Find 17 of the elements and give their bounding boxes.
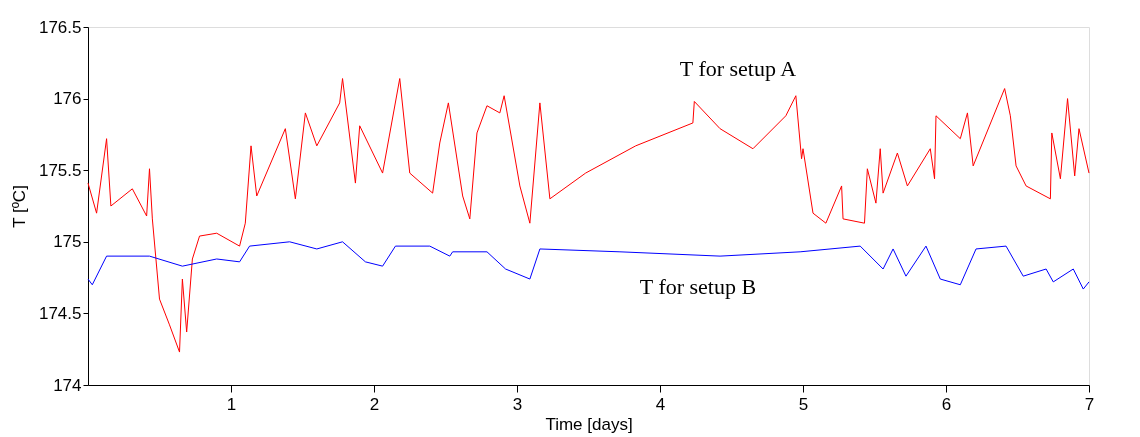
y-tick-label: 174.5 <box>38 303 82 323</box>
annotation: T for setup B <box>639 274 757 299</box>
x-tick-label: 2 <box>369 394 380 414</box>
annotation: T for setup A <box>679 56 797 81</box>
y-tick-label: 176.5 <box>38 17 82 37</box>
y-tick-label: 175.5 <box>38 160 82 180</box>
x-tick-label: 3 <box>512 394 523 414</box>
x-tick-label: 1 <box>226 394 237 414</box>
y-tick-label: 174 <box>53 375 82 395</box>
x-tick-label: 5 <box>798 394 809 414</box>
x-axis-title: Time [days] <box>545 414 633 434</box>
x-tick-label: 6 <box>941 394 952 414</box>
x-tick-label: 7 <box>1084 394 1095 414</box>
y-axis-title: T [ºC] <box>9 185 29 228</box>
y-tick-label: 175 <box>53 232 82 252</box>
y-tick-label: 176 <box>53 89 82 109</box>
x-tick-label: 4 <box>655 394 666 414</box>
